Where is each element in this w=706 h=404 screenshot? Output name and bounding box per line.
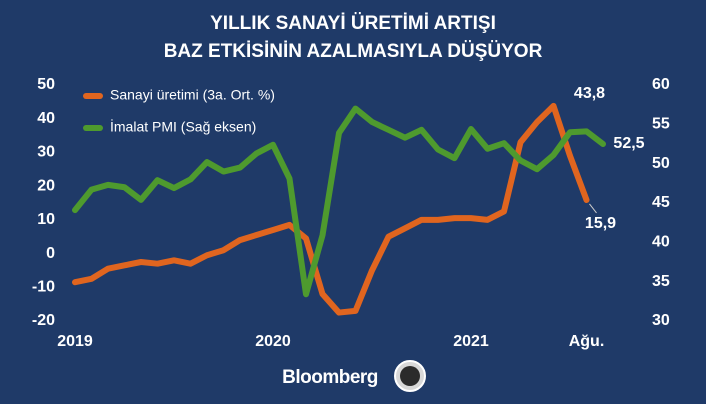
x-tick-label: 2019 — [57, 333, 93, 350]
line-series — [72, 105, 606, 298]
data-label: 52,5 — [613, 135, 644, 152]
y-tick-label: 30 — [37, 144, 55, 161]
legend-label: Sanayi üretimi (3a. Ort. %) — [110, 87, 275, 103]
logo — [400, 366, 420, 386]
y-tick-label: 40 — [37, 110, 55, 127]
y2-tick-label: 50 — [652, 155, 670, 172]
chart-title: YILLIK SANAYİ ÜRETİMİ ARTIŞI — [210, 13, 496, 34]
y2-tick-label: 40 — [652, 234, 670, 251]
footer: Bloomberg — [282, 367, 378, 388]
y-tick-label: -10 — [32, 279, 55, 296]
x-tick-label: 2021 — [453, 333, 489, 350]
y2-tick-label: 60 — [652, 76, 670, 93]
y2-tick-label: 35 — [652, 273, 670, 290]
y2-tick-label: 45 — [652, 194, 670, 211]
y-tick-label: -20 — [32, 312, 55, 329]
label-leader — [589, 203, 597, 214]
x-tick-label: 2020 — [255, 333, 291, 350]
x-tick-label: Ağu. — [569, 333, 605, 350]
y-tick-label: 20 — [37, 177, 55, 194]
data-label: 15,9 — [585, 215, 616, 232]
y-tick-label: 10 — [37, 211, 55, 228]
y2-tick-label: 30 — [652, 312, 670, 329]
legend-label: İmalat PMI (Sağ eksen) — [110, 118, 256, 135]
y-tick-label: 0 — [46, 245, 55, 262]
y-tick-label: 50 — [37, 76, 55, 93]
chart-title: BAZ ETKİSİNİN AZALMASIYLA DÜŞÜYOR — [164, 41, 543, 62]
data-label: 43,8 — [574, 85, 605, 102]
y2-tick-label: 55 — [652, 116, 670, 133]
line-series — [72, 102, 590, 316]
